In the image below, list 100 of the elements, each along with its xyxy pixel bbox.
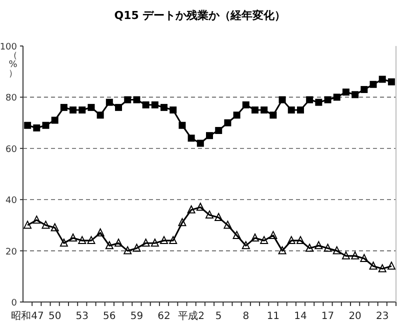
point (24, 122, 32, 129)
x-tick-label: 17 (321, 311, 334, 322)
point (78, 106, 86, 114)
point (352, 91, 359, 98)
point (296, 106, 304, 114)
point (233, 112, 240, 119)
point (106, 98, 113, 106)
point (124, 96, 132, 104)
point (251, 106, 258, 114)
y-axis-title: （%） (8, 51, 18, 79)
point (114, 238, 123, 247)
y-tick-label: 0 (11, 298, 18, 308)
point (378, 264, 386, 272)
x-tick-label: 11 (266, 311, 280, 322)
point (160, 104, 168, 111)
y-tick-label: 40 (6, 196, 18, 206)
point (332, 246, 341, 254)
point (224, 119, 232, 126)
x-tick-label: 14 (294, 311, 307, 322)
point (142, 238, 150, 247)
y-tick-label: 20 (6, 247, 18, 258)
point (60, 238, 68, 247)
point (24, 220, 32, 229)
point (170, 106, 177, 114)
point (78, 236, 86, 244)
x-tick-label: 62 (158, 311, 170, 322)
point (169, 236, 178, 244)
point (142, 101, 150, 108)
point (51, 116, 58, 124)
point (314, 241, 323, 250)
y-tick-label: 100 (0, 42, 18, 52)
point (32, 216, 41, 224)
point (88, 104, 95, 111)
x-tick-label: 23 (376, 311, 389, 322)
point (42, 220, 50, 229)
point (288, 106, 295, 114)
point (260, 236, 268, 244)
x-tick-label: 50 (48, 311, 62, 322)
point (133, 96, 140, 104)
x-tick-label: 20 (348, 311, 362, 322)
y-tick-label: 60 (6, 144, 18, 155)
x-tick-label: 56 (103, 311, 116, 322)
point (324, 244, 332, 252)
point (206, 210, 214, 218)
x-tick-label: 昭和47 (11, 310, 44, 322)
point (342, 251, 350, 260)
point (206, 132, 213, 140)
point (96, 112, 104, 119)
x-tick-label: 59 (130, 311, 144, 322)
point (160, 236, 168, 244)
point (196, 140, 204, 147)
point (187, 205, 196, 214)
point (188, 134, 195, 142)
point (342, 88, 350, 96)
point (60, 104, 68, 111)
point (242, 241, 250, 250)
x-tick-label: 5 (215, 311, 222, 322)
point (370, 80, 377, 88)
point (369, 262, 378, 270)
point (351, 251, 360, 260)
point (50, 223, 59, 232)
point (178, 122, 186, 129)
point (69, 234, 78, 242)
point (33, 124, 40, 132)
x-tick-label: 53 (76, 311, 88, 322)
point (215, 126, 222, 134)
point (296, 236, 304, 244)
point (306, 244, 314, 252)
point (278, 96, 286, 104)
chart-title: Q15 デートか残業か（経年変化） (114, 9, 286, 22)
point (96, 228, 104, 236)
point (242, 101, 250, 108)
point (232, 230, 241, 239)
point (224, 220, 232, 229)
point (42, 122, 50, 129)
point (260, 106, 268, 114)
point (270, 112, 277, 119)
point (151, 101, 158, 108)
point (87, 236, 96, 244)
point (269, 230, 278, 239)
point (196, 202, 204, 211)
point (178, 218, 186, 226)
point (360, 86, 368, 94)
point (150, 238, 159, 247)
point (315, 98, 322, 106)
point (360, 254, 368, 262)
point (105, 241, 114, 250)
y-tick-label: 80 (6, 94, 18, 104)
point (124, 246, 132, 254)
point (132, 244, 141, 252)
point (214, 213, 223, 222)
point (115, 104, 122, 111)
point (306, 96, 314, 104)
point (70, 106, 77, 114)
point (378, 76, 386, 83)
point (278, 246, 286, 254)
point (324, 96, 332, 104)
x-tick-label: 8 (242, 311, 250, 322)
x-tick-label: 平成2 (178, 310, 204, 322)
point (333, 94, 340, 101)
